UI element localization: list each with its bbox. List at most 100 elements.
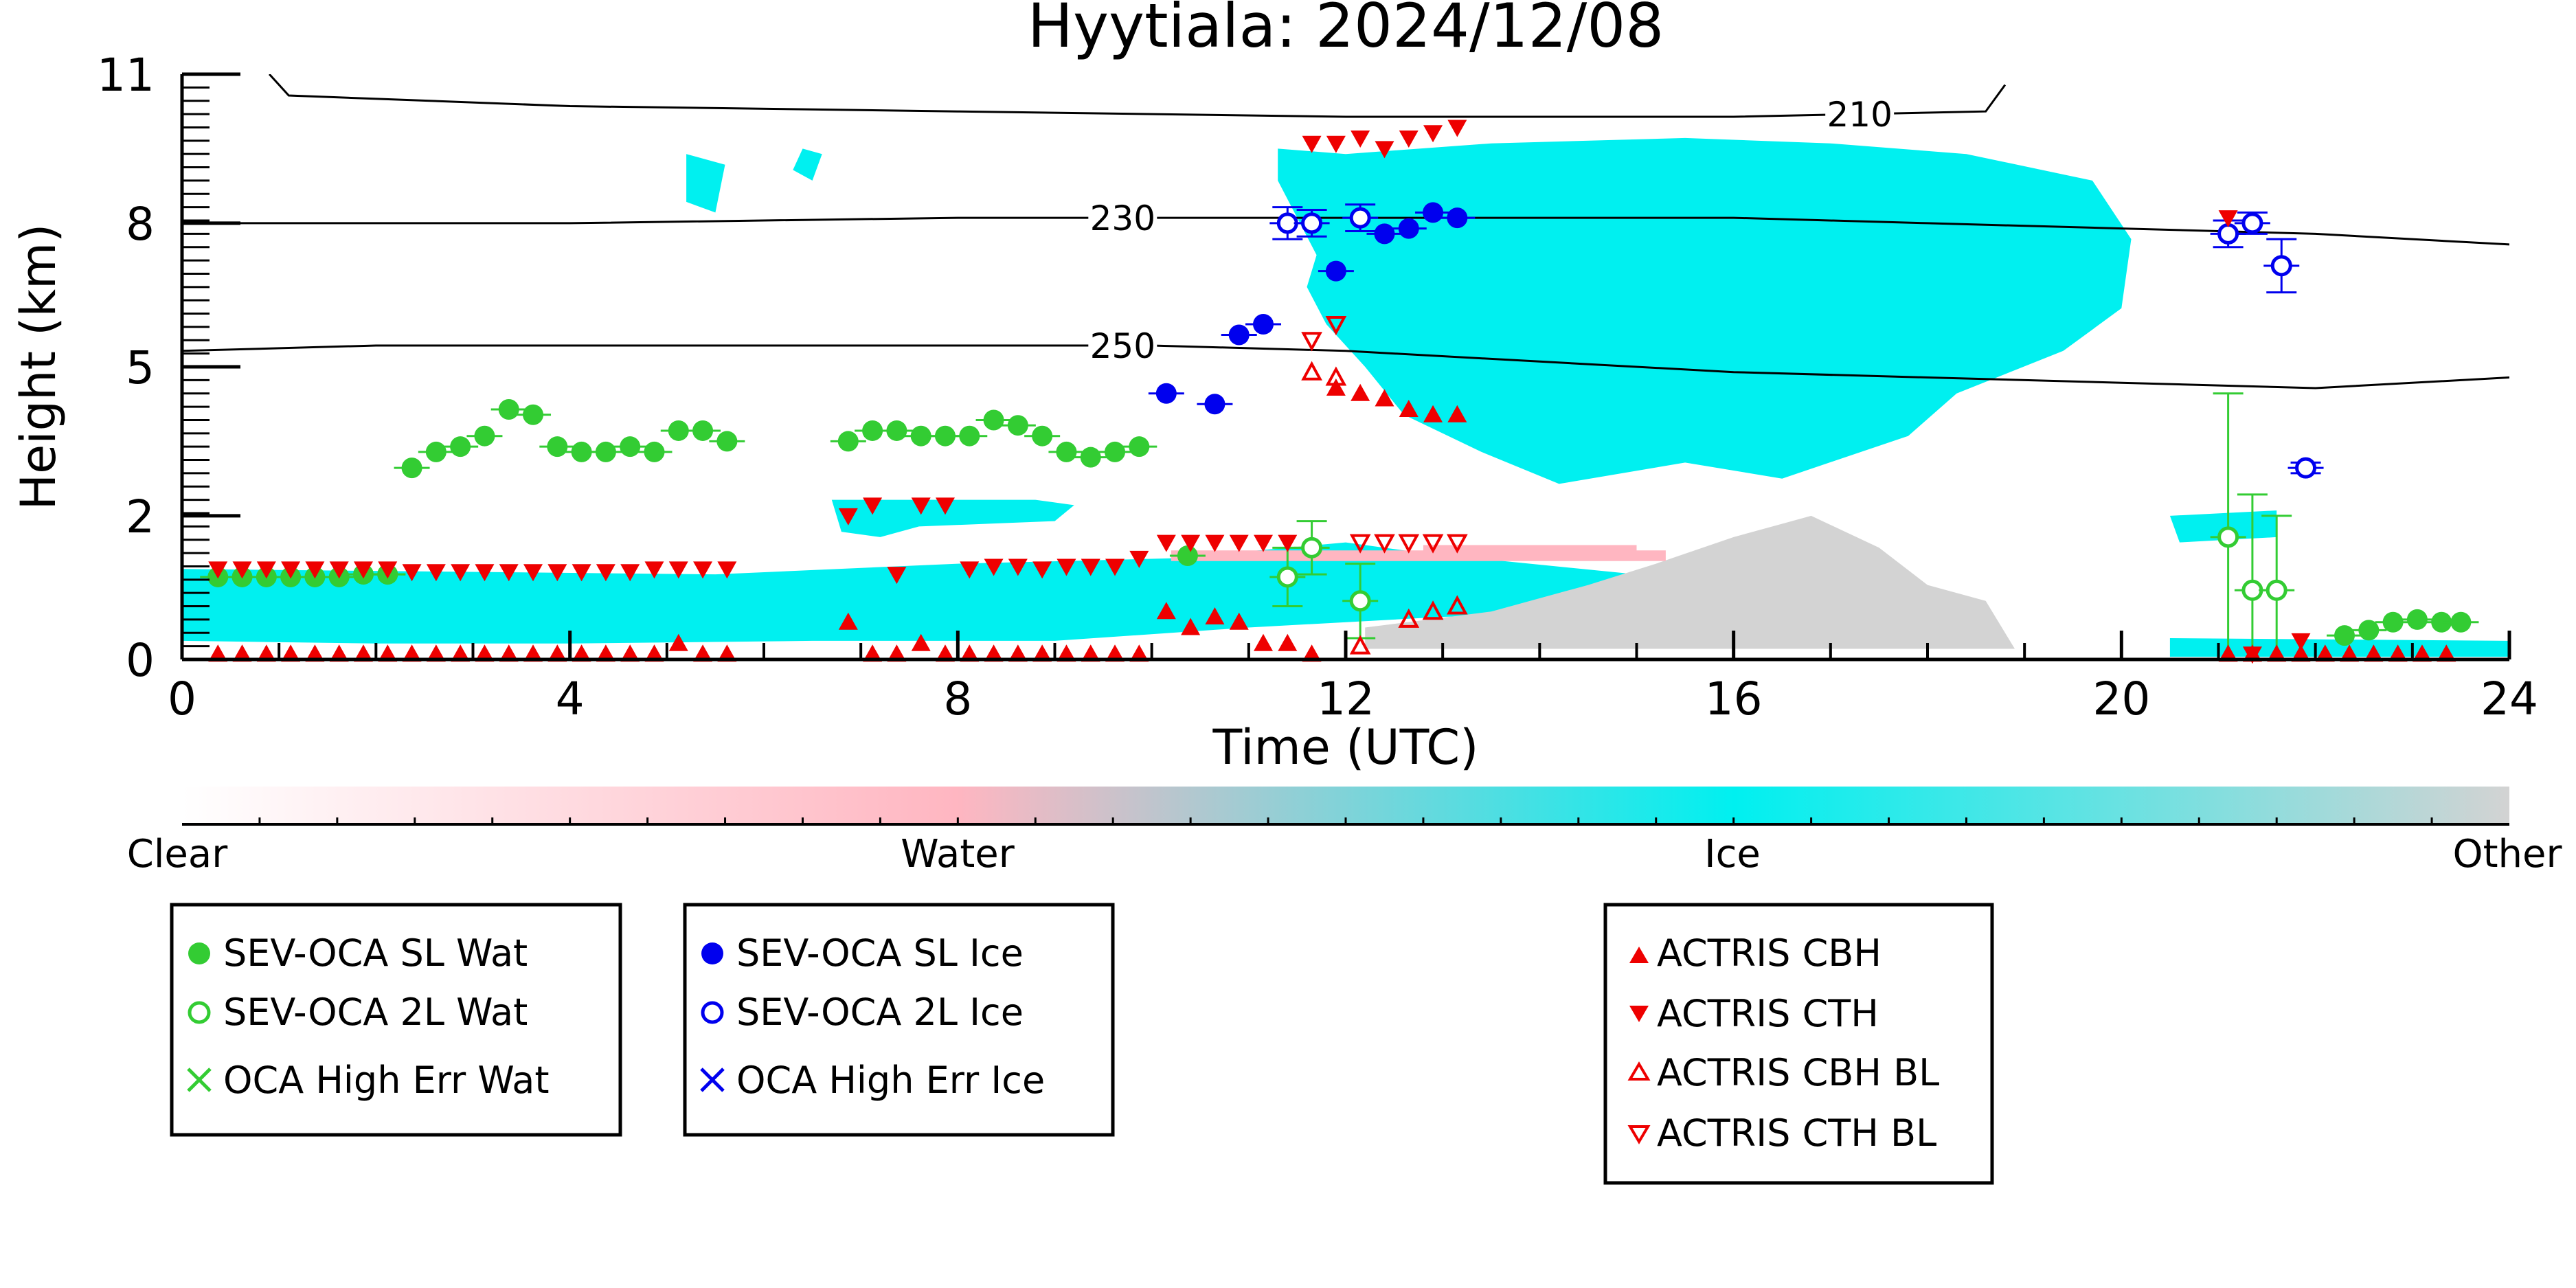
legend-label-sev-oca-sl-ice: SEV-OCA SL Ice	[736, 931, 1024, 975]
point-sev-oca-sl-wat	[2358, 620, 2380, 641]
point-sev-oca-sl-wat	[2450, 611, 2472, 633]
point-actris-cth	[644, 561, 664, 579]
point-sev-oca-sl-wat	[2334, 625, 2355, 646]
contour-line-210	[268, 74, 2007, 118]
point-actris-cth	[1081, 558, 1100, 576]
point-actris-cth	[2218, 210, 2238, 228]
point-sev-oca-sl-ice	[1253, 314, 1274, 335]
contour-label-230: 230	[1090, 199, 1155, 238]
colorbar-label-water: Water	[901, 832, 1015, 877]
point-actris-cth-bl	[1374, 534, 1395, 554]
point-actris-cth	[256, 561, 276, 579]
point-actris-cbh	[281, 644, 301, 662]
legend-symbol-oca-high-err-ice	[700, 1067, 725, 1092]
x-ticks: 0 4 8 12 16 20 24	[168, 631, 2538, 725]
legend-symbol-actris-cbh	[1629, 947, 1649, 963]
contour-line-250	[182, 344, 2509, 389]
x-tick-label: 12	[1317, 673, 1375, 725]
point-actris-cth	[572, 564, 591, 582]
point-sev-oca-2l-wat	[1301, 536, 1323, 558]
legend-label-sev-oca-sl-wat: SEV-OCA SL Wat	[223, 931, 528, 975]
point-sev-oca-sl-wat	[668, 420, 689, 441]
point-actris-cbh	[1278, 633, 1298, 651]
legend-label-actris-cth-bl: ACTRIS CTH BL	[1657, 1111, 1936, 1155]
point-sev-oca-sl-ice	[1447, 207, 1468, 229]
point-actris-cth	[1278, 534, 1298, 552]
cloud-mask-ice-region	[182, 542, 1686, 644]
point-sev-oca-sl-wat	[2431, 611, 2452, 633]
legend-symbol-sev-oca-2l-ice	[701, 1001, 724, 1024]
point-actris-cth	[1057, 558, 1076, 576]
point-actris-cbh	[426, 644, 446, 662]
point-actris-cth	[984, 558, 1004, 576]
point-actris-cth	[1129, 550, 1149, 568]
x-axis-label: Time (UTC)	[1212, 719, 1479, 776]
contour-label-background	[1088, 326, 1157, 365]
point-actris-cth	[547, 564, 567, 582]
point-actris-cth	[451, 564, 471, 582]
point-actris-cth	[475, 564, 495, 582]
point-sev-oca-sl-ice	[1374, 223, 1395, 245]
point-actris-cbh	[960, 644, 980, 662]
point-sev-oca-sl-wat	[1080, 447, 1101, 468]
point-sev-oca-sl-ice	[1325, 260, 1346, 282]
point-actris-cbh	[1105, 644, 1125, 662]
point-actris-cbh	[256, 644, 276, 662]
colorbar: Clear Water Ice Other	[127, 787, 2562, 877]
point-sev-oca-sl-wat	[498, 398, 519, 420]
point-sev-oca-sl-wat	[1177, 545, 1198, 566]
point-sev-oca-2l-wat	[2241, 579, 2263, 601]
point-actris-cth	[329, 561, 349, 579]
point-actris-cbh	[644, 644, 664, 662]
point-actris-cth	[499, 564, 519, 582]
point-sev-oca-sl-wat	[716, 431, 738, 452]
point-actris-cbh	[2315, 644, 2335, 662]
legend-label-actris-cbh: ACTRIS CBH	[1657, 931, 1882, 975]
point-actris-cth	[1423, 125, 1443, 143]
point-sev-oca-sl-wat	[425, 441, 447, 462]
legend-box-ice: SEV-OCA SL Ice SEV-OCA 2L Ice OCA High E…	[683, 903, 1115, 1137]
point-actris-cth	[1229, 534, 1249, 552]
point-actris-cbh	[232, 644, 252, 662]
cloud-mask-ice-region	[831, 499, 1074, 537]
point-sev-oca-2l-ice	[1349, 207, 1371, 229]
point-sev-oca-sl-wat	[1007, 415, 1028, 436]
point-sev-oca-sl-ice	[1423, 202, 1444, 223]
point-actris-cbh	[1326, 378, 1346, 396]
point-actris-cbh-bl	[1301, 361, 1322, 381]
point-actris-cth-bl	[1446, 534, 1468, 554]
point-actris-cbh	[451, 644, 471, 662]
x-tick-label: 4	[556, 673, 585, 725]
point-sev-oca-2l-ice	[2295, 457, 2317, 479]
point-actris-cbh	[935, 644, 955, 662]
x-tick-label: 8	[943, 673, 972, 725]
point-actris-cth	[693, 561, 713, 579]
cloud-mask-water-region	[1423, 545, 1637, 556]
legend-label-actris-cbh-bl: ACTRIS CBH BL	[1657, 1051, 1939, 1094]
contour-label-background	[1088, 199, 1157, 238]
point-actris-cbh	[2412, 644, 2432, 662]
point-actris-cbh	[596, 644, 615, 662]
legend-symbol-oca-high-err-wat	[187, 1067, 212, 1092]
x-tick-label: 20	[2092, 673, 2150, 725]
point-sev-oca-sl-wat	[547, 436, 568, 457]
point-actris-cth	[2242, 646, 2262, 664]
point-actris-cbh	[911, 633, 931, 651]
chart-title: Hyytiala: 2024/12/08	[1028, 0, 1664, 61]
point-sev-oca-sl-wat	[2406, 609, 2428, 630]
y-tick-label: 11	[97, 49, 155, 102]
point-actris-cbh	[838, 612, 858, 630]
x-tick-label: 24	[2481, 673, 2538, 725]
cloud-mask	[182, 137, 2509, 657]
point-actris-cbh	[329, 644, 349, 662]
point-actris-cth	[1181, 534, 1201, 552]
point-actris-cth	[960, 561, 980, 579]
point-actris-cth	[232, 561, 252, 579]
point-actris-cbh	[717, 644, 737, 662]
point-sev-oca-sl-wat	[401, 457, 422, 479]
point-sev-oca-sl-wat	[1056, 441, 1077, 462]
y-tick-label: 8	[126, 198, 155, 251]
point-actris-cth	[1375, 141, 1394, 159]
point-actris-cbh	[2291, 644, 2311, 662]
cloud-mask-ice-region	[2169, 510, 2277, 543]
